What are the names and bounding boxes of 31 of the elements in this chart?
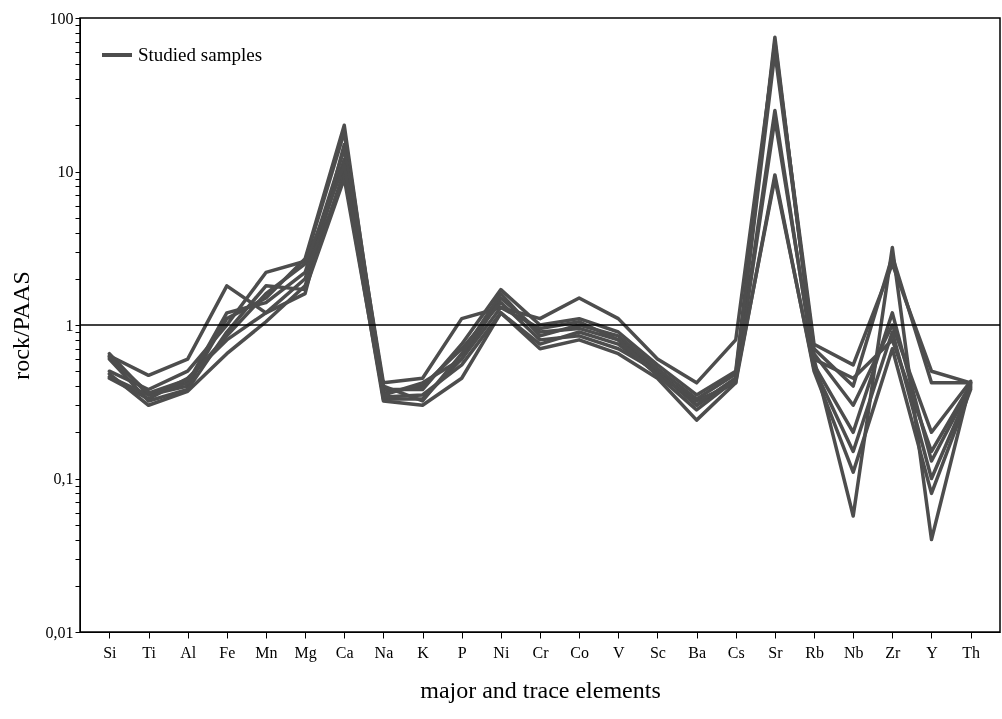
x-tick-label: Mn: [255, 643, 278, 661]
x-tick-label: Nb: [843, 643, 864, 661]
x-tick-label: Na: [374, 643, 394, 661]
x-tick-label: Fe: [219, 643, 236, 661]
x-tick-label: Sr: [768, 643, 784, 661]
x-tick-label: Sc: [649, 643, 666, 661]
x-tick-label: Ti: [142, 643, 157, 661]
x-tick-label: Ca: [335, 643, 354, 661]
x-tick-label: Ba: [688, 643, 706, 661]
y-tick-label: 1: [65, 316, 74, 334]
x-tick-label: Th: [962, 643, 981, 661]
x-tick-label: Ni: [493, 643, 510, 661]
legend-label: Studied samples: [138, 44, 263, 65]
y-tick-label: 0,1: [53, 470, 74, 487]
x-tick-label: Si: [103, 643, 118, 661]
x-axis-title: major and trace elements: [420, 676, 661, 703]
y-axis-title: rock/PAAS: [7, 271, 34, 380]
x-tick-label: Cr: [532, 643, 550, 661]
y-tick-label: 0,01: [45, 623, 74, 641]
x-tick-label: P: [457, 643, 467, 661]
x-tick-label: Cs: [727, 643, 745, 661]
x-tick-label: Y: [926, 643, 939, 661]
y-tick-label: 100: [49, 9, 74, 27]
x-tick-label: Al: [180, 643, 197, 661]
x-tick-label: Co: [570, 643, 589, 661]
x-tick-label: Mg: [294, 643, 317, 662]
x-tick-label: K: [417, 643, 430, 661]
x-tick-label: Rb: [805, 643, 824, 661]
x-tick-label: Zr: [885, 643, 902, 661]
y-tick-label: 10: [57, 163, 74, 180]
x-tick-label: V: [613, 643, 626, 661]
